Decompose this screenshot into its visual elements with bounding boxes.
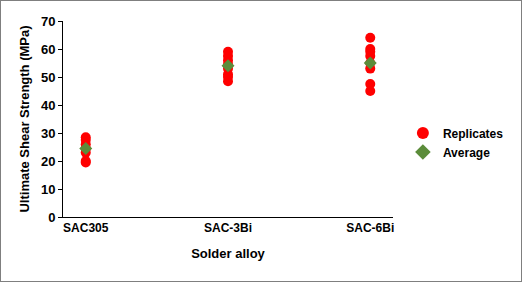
svg-text:0: 0 [48, 210, 55, 225]
svg-text:30: 30 [41, 126, 55, 141]
svg-text:Replicates: Replicates [443, 127, 503, 141]
svg-text:Solder alloy: Solder alloy [191, 246, 265, 261]
svg-text:50: 50 [41, 70, 55, 85]
svg-text:20: 20 [41, 154, 55, 169]
svg-text:SAC-3Bi: SAC-3Bi [204, 221, 252, 235]
svg-text:60: 60 [41, 42, 55, 57]
svg-text:Ultimate Shear Strength (MPa): Ultimate Shear Strength (MPa) [17, 25, 32, 212]
svg-text:40: 40 [41, 98, 55, 113]
svg-text:Average: Average [443, 146, 490, 160]
svg-text:SAC-6Bi: SAC-6Bi [346, 221, 394, 235]
svg-text:SAC305: SAC305 [63, 221, 109, 235]
svg-text:10: 10 [41, 182, 55, 197]
svg-text:70: 70 [41, 14, 55, 29]
